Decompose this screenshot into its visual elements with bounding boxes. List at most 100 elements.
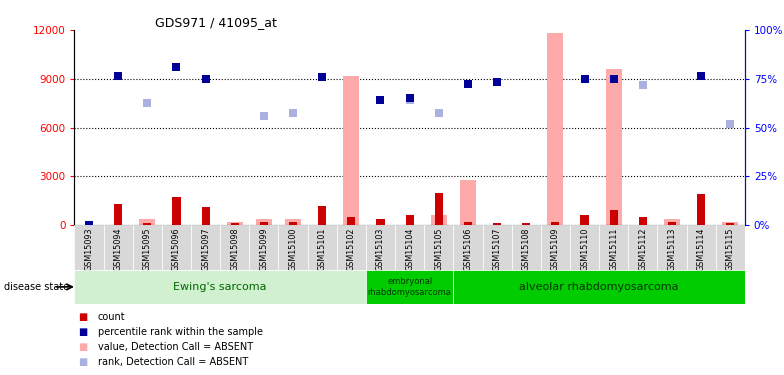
Bar (628, 225, 657, 270)
Bar (424, 225, 453, 270)
Bar (376, 219, 385, 225)
Text: GSM15103: GSM15103 (376, 227, 385, 271)
Text: rank, Detection Call = ABSENT: rank, Detection Call = ABSENT (98, 357, 249, 367)
Text: GSM15113: GSM15113 (667, 227, 677, 271)
Bar (201, 207, 209, 225)
Bar (366, 270, 453, 304)
Bar (664, 219, 680, 225)
Bar (599, 225, 628, 270)
Bar (366, 225, 395, 270)
Bar (103, 225, 132, 270)
Bar (114, 204, 122, 225)
Bar (722, 222, 739, 225)
Bar (716, 225, 745, 270)
Text: value, Detection Call = ABSENT: value, Detection Call = ABSENT (98, 342, 253, 352)
Bar (697, 194, 705, 225)
Bar (639, 217, 647, 225)
Point (491, 79, 503, 85)
Bar (570, 225, 599, 270)
Bar (668, 222, 676, 225)
Text: GSM15106: GSM15106 (463, 227, 473, 271)
Bar (434, 192, 443, 225)
Text: GSM15111: GSM15111 (609, 227, 618, 271)
Point (608, 76, 620, 82)
Text: GSM15098: GSM15098 (230, 227, 239, 271)
Bar (453, 270, 745, 304)
Text: percentile rank within the sample: percentile rank within the sample (98, 327, 263, 337)
Bar (687, 225, 716, 270)
Text: ■: ■ (78, 327, 88, 337)
Bar (541, 225, 570, 270)
Point (433, 110, 445, 116)
Text: GSM15115: GSM15115 (726, 227, 735, 271)
Text: Ewing's sarcoma: Ewing's sarcoma (173, 282, 267, 292)
Bar (289, 222, 297, 225)
Bar (343, 75, 359, 225)
Point (316, 74, 328, 80)
Bar (453, 225, 482, 270)
Point (403, 95, 416, 101)
Point (199, 76, 212, 82)
Point (695, 72, 707, 78)
Point (374, 97, 387, 103)
Point (258, 113, 270, 119)
Bar (430, 215, 447, 225)
Text: ■: ■ (78, 312, 88, 322)
Bar (405, 215, 414, 225)
Bar (285, 219, 301, 225)
Bar (260, 222, 268, 225)
Text: GSM15100: GSM15100 (289, 227, 298, 271)
Point (462, 81, 474, 87)
Bar (256, 219, 272, 225)
Bar (460, 180, 476, 225)
Bar (395, 225, 424, 270)
Point (724, 121, 736, 127)
Bar (580, 215, 589, 225)
Point (112, 72, 125, 78)
Point (141, 100, 154, 106)
Bar (464, 222, 472, 225)
Text: GSM15108: GSM15108 (521, 227, 531, 271)
Text: GSM15096: GSM15096 (172, 227, 181, 271)
Text: GSM15099: GSM15099 (260, 227, 268, 271)
Bar (318, 206, 326, 225)
Text: GSM15102: GSM15102 (347, 227, 356, 271)
Point (403, 97, 416, 103)
Bar (191, 225, 220, 270)
Point (287, 110, 299, 116)
Bar (249, 225, 278, 270)
Point (637, 82, 649, 88)
Text: alveolar rhabdomyosarcoma: alveolar rhabdomyosarcoma (519, 282, 679, 292)
Text: ■: ■ (78, 357, 88, 367)
Text: GSM15101: GSM15101 (318, 227, 327, 271)
Bar (307, 225, 337, 270)
Bar (522, 224, 530, 225)
Bar (512, 225, 541, 270)
Bar (162, 225, 191, 270)
Point (83, 222, 96, 228)
Text: GSM15112: GSM15112 (638, 227, 648, 271)
Text: GSM15110: GSM15110 (580, 227, 589, 271)
Bar (230, 224, 239, 225)
Text: embryonal
rhabdomyosarcoma: embryonal rhabdomyosarcoma (368, 277, 452, 297)
Text: GSM15093: GSM15093 (85, 227, 93, 271)
Bar (172, 197, 180, 225)
Text: GSM15095: GSM15095 (143, 227, 152, 271)
Bar (547, 33, 564, 225)
Bar (278, 225, 307, 270)
Bar (605, 69, 622, 225)
Text: GDS971 / 41095_at: GDS971 / 41095_at (155, 16, 277, 29)
Bar (347, 217, 355, 225)
Bar (726, 224, 735, 225)
Text: ■: ■ (78, 342, 88, 352)
Bar (143, 224, 151, 225)
Bar (610, 210, 618, 225)
Bar (74, 270, 366, 304)
Text: GSM15097: GSM15097 (201, 227, 210, 271)
Bar (140, 219, 155, 225)
Point (579, 76, 591, 82)
Bar (337, 225, 366, 270)
Point (374, 97, 387, 103)
Point (170, 64, 183, 70)
Bar (657, 225, 687, 270)
